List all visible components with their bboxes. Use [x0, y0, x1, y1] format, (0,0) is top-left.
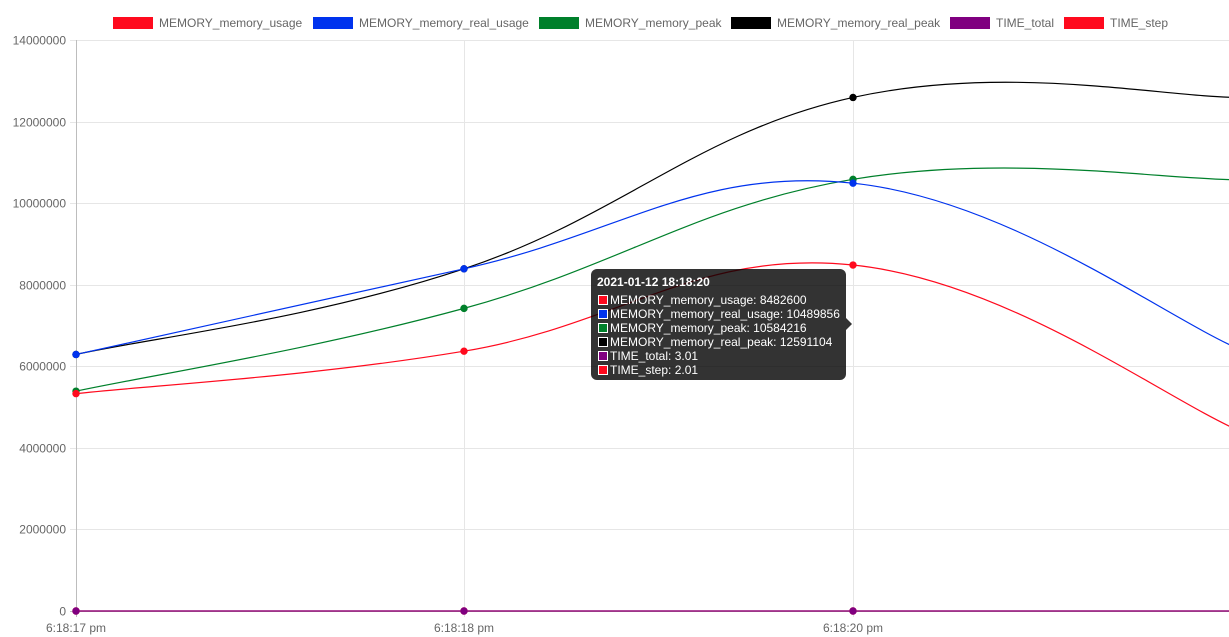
data-point-memory-memory-real-peak — [849, 93, 857, 102]
data-point-memory-memory-usage — [849, 261, 857, 269]
series-line-memory-memory-real-usage — [75, 180, 1229, 356]
legend-label: MEMORY_memory_real_peak — [777, 16, 941, 30]
tooltip-row-text: MEMORY_memory_peak: 10584216 — [610, 321, 807, 335]
tooltip-row: MEMORY_memory_real_usage: 10489856 — [597, 307, 840, 321]
tooltip-row: MEMORY_memory_usage: 8482600 — [597, 293, 840, 307]
tooltip-row: MEMORY_memory_peak: 10584216 — [597, 321, 840, 335]
data-point-memory-memory-real-usage — [72, 350, 80, 359]
chart-legend: MEMORY_memory_usage MEMORY_memory_real_u… — [0, 0, 1229, 40]
tooltip-swatch — [598, 309, 608, 319]
y-tick-label: 12000000 — [13, 116, 67, 130]
tooltip-row-text: MEMORY_memory_real_peak: 12591104 — [610, 335, 833, 349]
tooltip-row-text: MEMORY_memory_usage: 8482600 — [610, 293, 807, 307]
data-point-time-total — [460, 607, 468, 615]
legend-swatch — [113, 17, 153, 29]
y-tick-label: 10000000 — [13, 197, 67, 211]
data-point-memory-memory-real-usage — [460, 265, 468, 273]
legend-item-time-step[interactable]: TIME_step — [1064, 14, 1168, 32]
data-tooltip: 2021-01-12 18:18:20 MEMORY_memory_usage:… — [591, 269, 852, 380]
tooltip-swatch — [598, 323, 608, 333]
y-tick-label: 0 — [59, 605, 66, 619]
data-point-time-total — [849, 607, 857, 615]
legend-item-time-total[interactable]: TIME_total — [950, 14, 1054, 32]
y-tick-label: 14000000 — [13, 34, 67, 48]
y-axis: 0 2000000 4000000 6000000 8000000 10000000 120… — [13, 34, 67, 619]
data-point-memory-memory-usage — [72, 389, 80, 398]
series-line-memory-memory-peak — [75, 167, 1229, 392]
legend-item-memory-real-usage[interactable]: MEMORY_memory_real_usage — [313, 14, 529, 32]
series-line-memory-memory-real-peak — [75, 81, 1229, 356]
legend-item-memory-real-peak[interactable]: MEMORY_memory_real_peak — [731, 14, 940, 32]
y-tick-label: 2000000 — [19, 523, 66, 537]
legend-swatch — [1064, 17, 1104, 29]
legend-swatch — [950, 17, 990, 29]
tooltip-row: MEMORY_memory_real_peak: 12591104 — [597, 335, 840, 349]
data-point-memory-memory-real-usage — [849, 179, 857, 187]
data-point-memory-memory-peak — [460, 304, 468, 313]
x-tick-label: 6:18:17 pm — [46, 621, 106, 635]
x-tick-label: 6:18:18 pm — [434, 621, 494, 635]
x-tick-label: 6:18:20 pm — [823, 621, 883, 635]
legend-swatch — [313, 17, 353, 29]
legend-swatch — [731, 17, 771, 29]
tooltip-row-text: MEMORY_memory_real_usage: 10489856 — [610, 307, 840, 321]
legend-item-memory-usage[interactable]: MEMORY_memory_usage — [113, 14, 302, 32]
legend-item-memory-peak[interactable]: MEMORY_memory_peak — [539, 14, 722, 32]
tooltip-swatch — [598, 295, 608, 305]
legend-label: MEMORY_memory_peak — [585, 16, 722, 30]
data-point-time-total — [72, 607, 80, 615]
tooltip-row-text: TIME_step: 2.01 — [610, 363, 699, 377]
tooltip-swatch — [598, 337, 608, 347]
x-axis: 6:18:17 pm6:18:18 pm6:18:20 pm6:1 — [46, 621, 883, 635]
tooltip-swatch — [598, 351, 608, 361]
tooltip-caret — [846, 318, 852, 330]
legend-label: TIME_total — [996, 16, 1055, 30]
tooltip-row: TIME_total: 3.01 — [597, 349, 840, 363]
tooltip-title: 2021-01-12 18:18:20 — [597, 275, 710, 289]
tooltip-row-text: TIME_total: 3.01 — [610, 349, 699, 363]
data-point-memory-memory-usage — [460, 347, 468, 355]
tooltip-row: TIME_step: 2.01 — [597, 363, 840, 377]
y-tick-label: 4000000 — [19, 442, 66, 456]
series-lines — [75, 81, 1229, 612]
legend-label: TIME_step — [1110, 16, 1169, 30]
legend-swatch — [539, 17, 579, 29]
y-tick-label: 6000000 — [19, 360, 66, 374]
legend-label: MEMORY_memory_real_usage — [359, 16, 529, 30]
series-points — [72, 93, 857, 615]
y-tick-label: 8000000 — [19, 279, 66, 293]
legend-label: MEMORY_memory_usage — [159, 16, 303, 30]
tooltip-swatch — [598, 365, 608, 375]
